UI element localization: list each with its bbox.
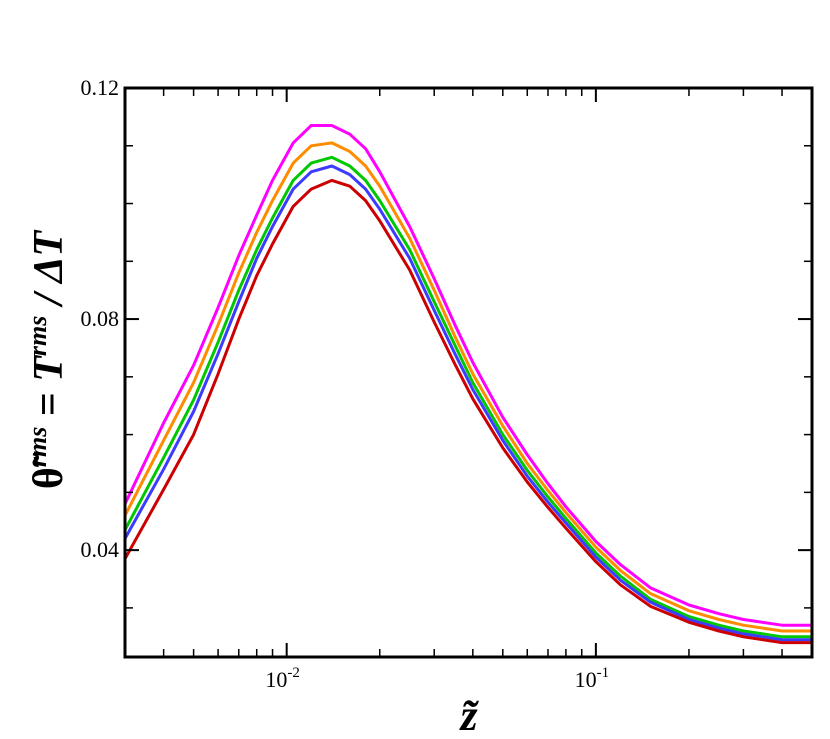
series-line-3	[123, 155, 812, 639]
x-tick-label-2: 10-1	[575, 665, 610, 692]
y-tick-label-2: 0.08	[81, 306, 120, 331]
y-tick-label-3: 0.12	[81, 75, 120, 100]
y-axis-title: θ̃rms = Trms / ΔT	[23, 229, 72, 489]
y-tick-label-1: 0.04	[81, 537, 120, 562]
series-line-5	[123, 178, 812, 645]
y-axis-title-sup2: rms	[23, 316, 52, 356]
series-layer	[123, 124, 812, 645]
y-axis-title-T: T	[26, 354, 72, 382]
x-axis-title: z̃	[458, 691, 479, 739]
y-axis-title-eq: =	[26, 382, 72, 427]
y-axis-title-sup1: rms	[23, 427, 52, 467]
series-line-2	[123, 141, 812, 633]
series-line-1	[123, 124, 812, 627]
labels-layer: 0.04 0.08 0.12 10-2 10-1	[81, 75, 610, 692]
series-line-4	[123, 164, 812, 642]
plot-frame	[123, 86, 814, 659]
y-axis-title-rest: / ΔT	[26, 229, 72, 316]
x-tick-label-1: 10-2	[265, 665, 300, 692]
